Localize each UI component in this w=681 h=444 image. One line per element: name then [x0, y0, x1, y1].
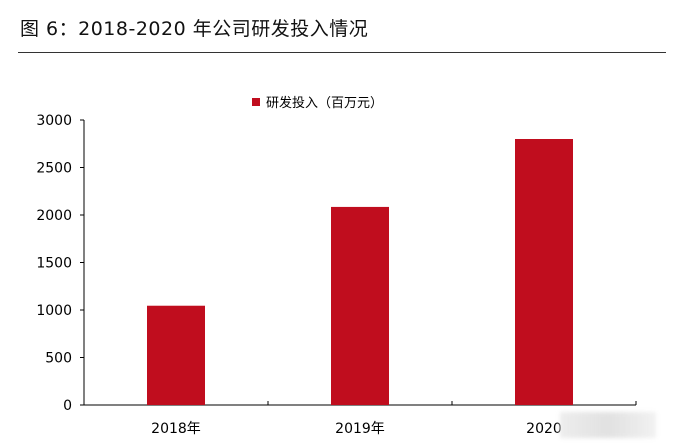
figure-title: 图 6：2018-2020 年公司研发投入情况	[20, 18, 369, 40]
legend-label: 研发投入（百万元）	[266, 96, 384, 111]
y-tick-label: 0	[63, 398, 72, 414]
x-tick-label: 2018年	[151, 421, 201, 437]
bar	[147, 305, 205, 405]
bar	[515, 139, 573, 405]
watermark-blur	[560, 412, 656, 438]
chart-legend: 研发投入（百万元）	[252, 92, 383, 111]
y-tick-label: 1500	[36, 256, 72, 272]
y-tick-label: 2500	[36, 161, 72, 177]
y-tick-label: 3000	[36, 113, 72, 129]
y-tick-label: 500	[45, 351, 72, 367]
title-divider	[18, 52, 666, 53]
x-tick-label: 2019年	[335, 421, 385, 437]
x-tick-label: 2020	[526, 421, 562, 437]
legend-swatch	[252, 97, 260, 106]
y-tick-label: 1000	[36, 303, 72, 319]
bar	[331, 206, 389, 405]
y-tick-label: 2000	[36, 208, 72, 224]
